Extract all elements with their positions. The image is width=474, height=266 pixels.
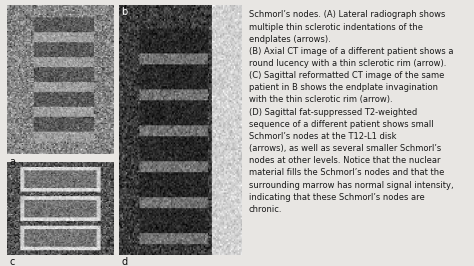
Text: a: a — [9, 157, 16, 167]
Text: b: b — [121, 7, 128, 17]
Text: Schmorl’s nodes. (A) Lateral radiograph shows
multiple thin sclerotic indentatio: Schmorl’s nodes. (A) Lateral radiograph … — [248, 10, 453, 214]
Text: c: c — [9, 257, 15, 266]
Text: d: d — [121, 257, 128, 266]
